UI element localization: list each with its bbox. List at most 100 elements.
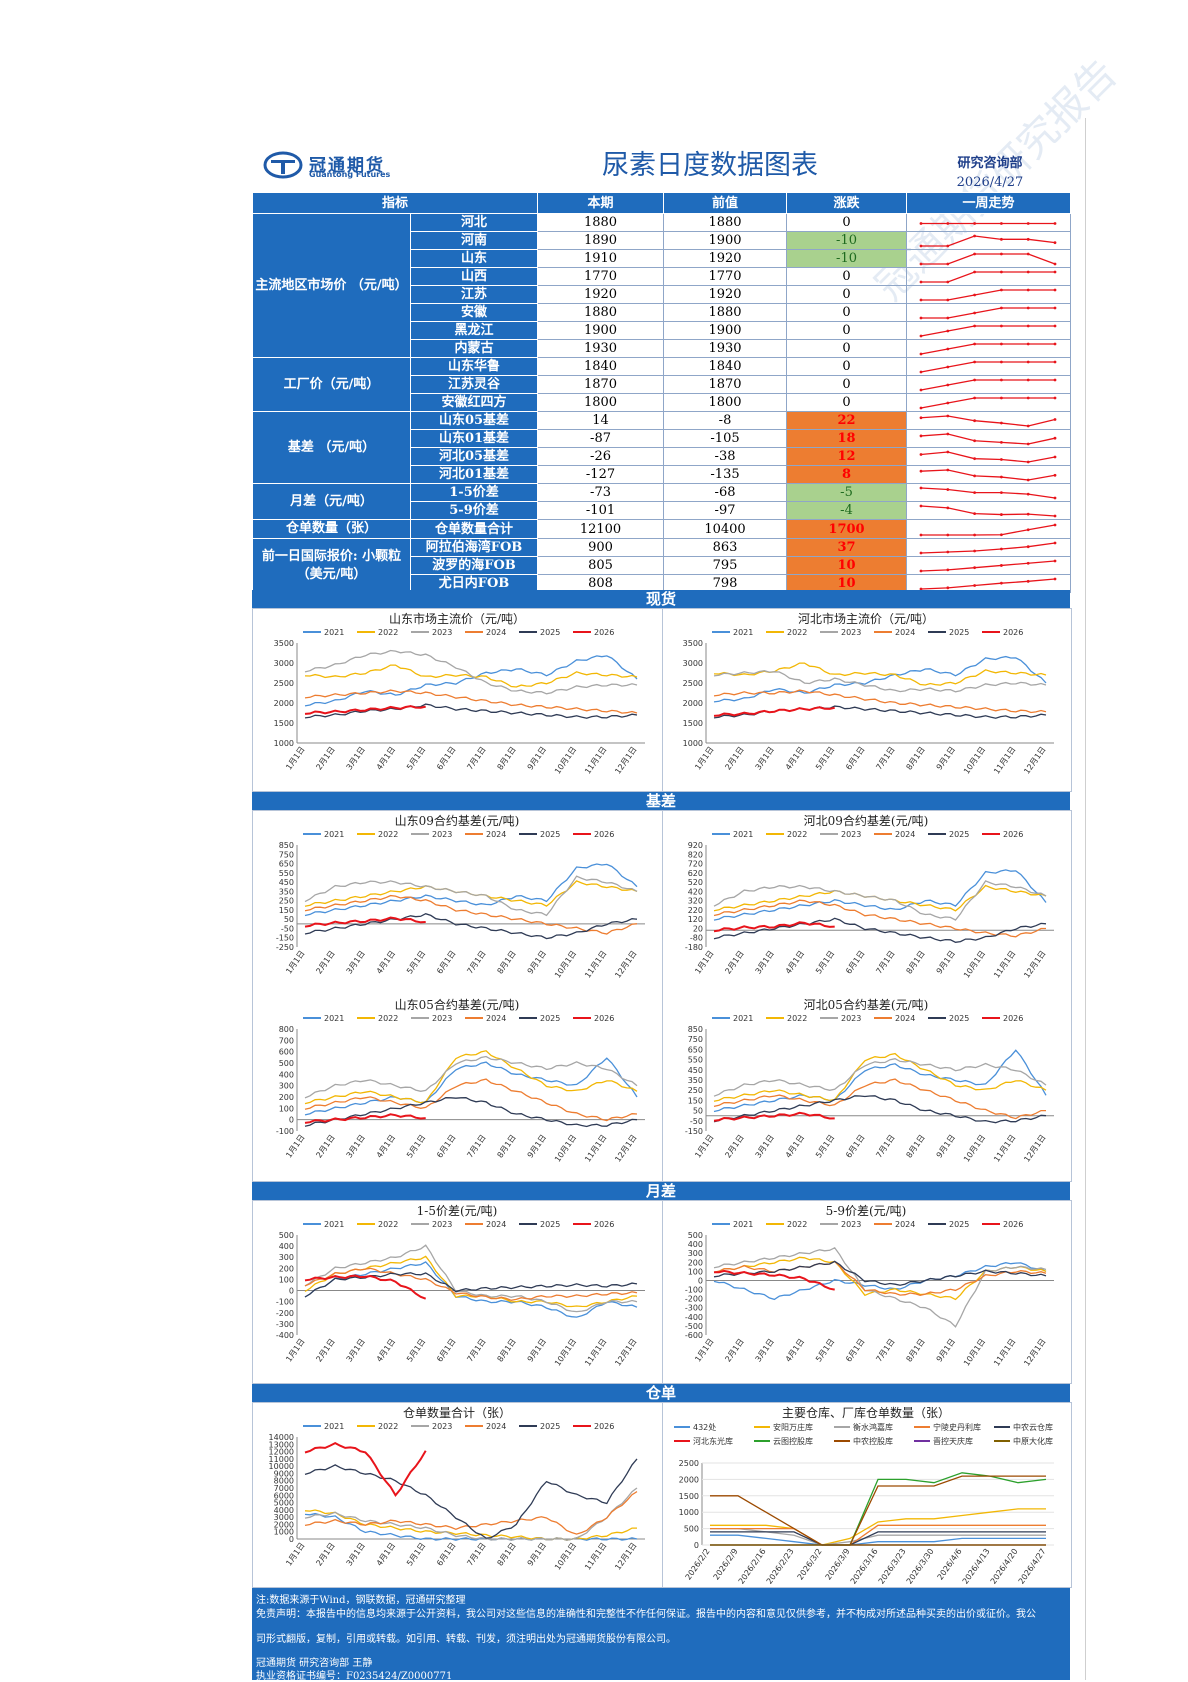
y-tick-label: -500 [685,1322,703,1331]
sparkline-point [1026,424,1030,428]
sparkline-point [919,533,923,536]
x-tick-label: 5月1日 [814,1133,836,1160]
x-tick-label: 8月1日 [496,1337,518,1364]
sparkline-line [920,578,1056,590]
sparkline-point [1000,421,1003,425]
x-tick-label: 5月1日 [814,745,836,772]
y-tick-label: 0 [289,1287,294,1296]
indicator-name: 安徽 [409,303,539,322]
y-tick-label: 2500 [274,679,294,688]
x-tick-label: 8月1日 [496,1541,518,1568]
series-line-2026 [304,1113,426,1124]
legend-label: 2026 [594,830,614,839]
sparkline-line [921,523,1056,536]
table-row: 基差 （元/吨） 山东05基差 14 -8 22 [252,411,1072,484]
y-tick-label: -100 [276,1298,294,1307]
sparkline-point [1026,512,1030,516]
sparkline-point [946,298,950,302]
series-line-宁陵史丹利库 [710,1524,1046,1546]
legend-label: 2024 [895,830,915,839]
x-tick-label: 12月1日 [613,1541,638,1572]
sparkline-point [1026,527,1030,531]
sparkline-point [1026,442,1030,446]
table-row: 仓单数量（张） 仓单数量合计 12100 10400 1700 [252,519,1072,539]
column-header: 前值 [663,192,788,214]
panel-spread: 1-5价差(元/吨) 2021 2022 2023 2024 2025 2026 -400 -3… [252,1200,1072,1384]
sparkline-point [973,474,977,478]
y-tick-label: 450 [688,1066,703,1075]
x-tick-label: 1月1日 [693,745,715,772]
y-tick-label: 5000 [274,1499,294,1508]
sparkline-point [1026,545,1030,549]
sparkline-point [919,587,923,591]
series-line-2026 [713,706,835,717]
legend-label: 432处 [693,1422,716,1432]
sparkline-point [973,378,977,382]
sparkline-point [1000,547,1003,551]
x-tick-label: 5月1日 [405,745,427,772]
series-line-2024 [713,1260,1047,1296]
table-row: 前一日国际报价: 小颗粒（美元/吨） 阿拉伯海湾FOB 900 863 37 [252,538,1072,593]
y-tick-label: -200 [276,1309,294,1318]
sparkline-line [920,379,1056,391]
indicator-name: 江苏 [409,285,539,304]
x-tick-label: 11月1日 [583,1133,608,1164]
current-value: 1800 [537,393,665,412]
change-value: 12 [786,447,908,466]
x-tick-label: 2026/3/30 [905,1547,936,1585]
y-tick-label: 10000 [269,1462,294,1471]
y-tick-label: 250 [688,1086,703,1095]
sparkline-point [1026,324,1030,328]
x-tick-label: 2026/2/9 [712,1547,740,1582]
sparkline-point [1000,581,1003,585]
y-tick-label: 1000 [274,739,294,748]
group-label: 仓单数量（张） [252,519,411,539]
sparkline-svg [919,432,1057,446]
series-line-2023 [304,875,638,917]
y-tick-label: 650 [279,860,294,869]
legend-label: 2024 [486,1422,506,1431]
sparkline-point [1000,475,1003,479]
weekly-trend-sparkline [906,267,1072,286]
x-tick-label: 11月1日 [583,1541,608,1572]
y-tick-label: 2000 [679,1475,699,1484]
legend-label: 2026 [1003,830,1023,839]
current-value: 1920 [537,285,665,304]
y-tick-label: 420 [688,887,703,896]
section-band-warrant: 仓单 [252,1384,1070,1402]
current-value: 1910 [537,249,665,268]
legend-label: 2026 [594,1220,614,1229]
chart-title: 主要仓库、厂库仓单数量（张） [782,1405,950,1420]
sparkline-point [973,222,977,225]
x-tick-label: 11月1日 [992,1337,1017,1368]
legend-label: 2022 [378,1220,398,1229]
x-tick-label: 9月1日 [935,745,957,772]
sparkline-point [919,388,923,392]
previous-value: -8 [663,411,788,430]
x-tick-label: 1月1日 [284,949,306,976]
legend-label: 2023 [432,1422,452,1431]
y-tick-label: -150 [276,934,294,943]
weekly-trend-sparkline [906,465,1072,484]
legend-label: 中原大化库 [1013,1436,1053,1446]
weekly-trend-sparkline [906,285,1072,304]
change-value: 10 [786,556,908,575]
current-value: -73 [537,483,665,502]
legend-label: 云图控股库 [773,1436,813,1446]
legend-label: 2021 [324,830,344,839]
y-tick-label: -100 [276,1127,294,1136]
weekly-trend-sparkline [906,501,1072,520]
current-value: -87 [537,429,665,448]
series-line-432处 [710,1534,1046,1546]
series-line-2026 [304,705,426,715]
series-line-2024 [304,689,638,714]
sparkline-line [920,469,1056,481]
x-tick-label: 3月1日 [754,745,776,772]
sparkline-point [1000,360,1003,364]
sparkline-point [1053,396,1057,400]
series-line-2024 [304,894,638,935]
change-value: 18 [786,429,908,448]
sparkline-line [920,325,1056,337]
x-tick-label: 9月1日 [935,1133,957,1160]
indicator-name: 山东01基差 [409,429,539,448]
